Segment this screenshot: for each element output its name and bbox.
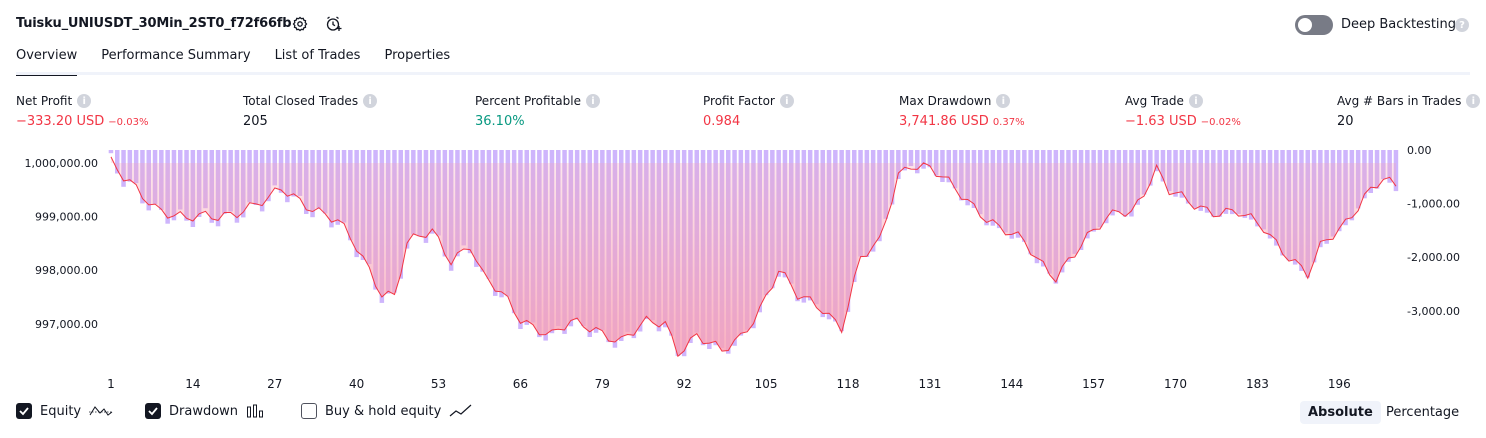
- drawdown-bar: [927, 150, 933, 168]
- add-alert-icon[interactable]: [325, 15, 343, 33]
- left-axis-tick: 1,000,000.00: [25, 157, 98, 170]
- buyhold-checkbox[interactable]: [301, 403, 317, 419]
- metric-value: 205: [243, 114, 268, 129]
- metric-label: Net Profit: [16, 94, 73, 108]
- tab-performance-summary[interactable]: Performance Summary: [101, 48, 251, 63]
- drawdown-bar: [115, 150, 120, 174]
- drawdown-bar: [902, 150, 907, 171]
- metric-profit-factor: Profit Factor i 0.984: [703, 94, 794, 129]
- info-icon[interactable]: i: [585, 94, 600, 108]
- right-axis-tick: -3,000.00: [1407, 305, 1460, 318]
- drawdown-bar: [108, 150, 114, 154]
- deep-backtesting-label: Deep Backtesting: [1341, 17, 1457, 32]
- right-axis-tick: -2,000.00: [1407, 251, 1460, 264]
- tab-bar: Overview Performance Summary List of Tra…: [16, 48, 450, 76]
- info-icon[interactable]: i: [1466, 94, 1481, 108]
- x-axis-tick: 170: [1164, 377, 1187, 391]
- legend-buyhold-toggle[interactable]: Buy & hold equity: [301, 403, 473, 419]
- absolute-button[interactable]: Absolute: [1300, 401, 1381, 424]
- left-axis-tick: 997,000.00: [35, 318, 98, 331]
- metric-percent-profitable: Percent Profitable i 36.10%: [475, 94, 600, 129]
- x-axis-tick: 105: [755, 377, 778, 391]
- buyhold-line-icon: [449, 404, 472, 417]
- tab-list-of-trades[interactable]: List of Trades: [274, 48, 361, 63]
- metric-value: 0.984: [703, 114, 741, 129]
- x-axis-tick: 1: [107, 377, 115, 391]
- x-axis-tick: 14: [185, 377, 200, 391]
- metric-value: 20: [1337, 114, 1354, 129]
- metric-label: Total Closed Trades: [243, 94, 359, 108]
- metric-label: Avg Trade: [1125, 94, 1184, 108]
- drawdown-checkbox[interactable]: [145, 403, 161, 419]
- equity-label: Equity: [40, 403, 82, 419]
- drawdown-bar: [1154, 150, 1159, 172]
- metric-value: 3,741.86 USD: [899, 114, 989, 129]
- x-axis-tick: 144: [1000, 377, 1023, 391]
- metric-total-closed-trades: Total Closed Trades i 205: [243, 94, 378, 129]
- x-axis-tick: 157: [1082, 377, 1105, 391]
- x-axis-tick: 131: [918, 377, 941, 391]
- tab-divider: [16, 72, 1470, 75]
- metric-percent: 0.37%: [992, 117, 1025, 128]
- metric-max-drawdown: Max Drawdown i 3,741.86 USD 0.37%: [899, 94, 1025, 129]
- metric-label: Max Drawdown: [899, 94, 992, 108]
- x-axis-tick: 66: [513, 377, 528, 391]
- right-axis-tick: 0.00: [1407, 144, 1432, 157]
- metric-label: Profit Factor: [703, 94, 775, 108]
- tab-properties[interactable]: Properties: [384, 48, 451, 63]
- metric-value: −333.20 USD: [16, 114, 105, 129]
- info-icon[interactable]: i: [996, 94, 1011, 108]
- left-axis-tick: 998,000.00: [35, 264, 98, 277]
- metric-percent: −0.02%: [1200, 117, 1241, 128]
- equity-area: [111, 156, 1396, 357]
- x-axis-tick: 92: [677, 377, 692, 391]
- metric-label: Avg # Bars in Trades: [1337, 94, 1462, 108]
- metric-avg-trade: Avg Trade i −1.63 USD −0.02%: [1125, 94, 1241, 129]
- toggle-knob: [1298, 18, 1312, 32]
- x-axis-tick: 53: [431, 377, 446, 391]
- legend-drawdown-toggle[interactable]: Drawdown: [145, 403, 266, 419]
- info-icon[interactable]: i: [779, 94, 794, 108]
- drawdown-bar: [915, 150, 920, 174]
- x-axis-tick: 196: [1328, 377, 1351, 391]
- drawdown-label: Drawdown: [169, 403, 239, 419]
- info-icon[interactable]: i: [77, 94, 92, 108]
- equity-line: [110, 156, 1397, 358]
- metric-percent: −0.03%: [108, 117, 149, 128]
- equity-chart: 1,000,000.00 999,000.00 998,000.00 997,000.…: [25, 144, 1460, 391]
- buyhold-label: Buy & hold equity: [325, 403, 442, 419]
- legend-equity-toggle[interactable]: Equity: [16, 403, 114, 419]
- x-axis-tick: 27: [267, 377, 282, 391]
- strategy-title: Tuisku_UNIUSDT_30Min_2ST0_f72f66fb: [16, 16, 292, 31]
- drawdown-bars-icon: [247, 404, 264, 418]
- help-icon[interactable]: ?: [1455, 18, 1469, 32]
- drawdown-bar: [933, 150, 939, 176]
- metric-value: −1.63 USD: [1125, 114, 1197, 129]
- x-axis-tick: 118: [837, 377, 860, 391]
- x-axis-tick: 79: [595, 377, 610, 391]
- metric-avg-bars: Avg # Bars in Trades i 20: [1337, 94, 1481, 129]
- metric-net-profit: Net Profit i −333.20 USD −0.03%: [16, 94, 148, 129]
- info-icon[interactable]: i: [363, 94, 378, 108]
- right-axis-tick: -1,000.00: [1407, 198, 1460, 211]
- equity-line-icon: [89, 406, 114, 416]
- equity-checkbox[interactable]: [16, 403, 32, 419]
- x-axis-tick: 40: [349, 377, 364, 391]
- drawdown-bar: [908, 150, 914, 167]
- x-axis-tick: 183: [1246, 377, 1269, 391]
- drawdown-bar: [921, 150, 926, 169]
- deep-backtesting-toggle[interactable]: [1295, 15, 1333, 35]
- metric-label: Percent Profitable: [475, 94, 581, 108]
- info-icon[interactable]: i: [1188, 94, 1203, 108]
- percentage-button[interactable]: Percentage: [1386, 405, 1460, 420]
- settings-icon[interactable]: [291, 15, 309, 33]
- left-axis-tick: 999,000.00: [35, 211, 98, 224]
- metric-value: 36.10%: [475, 114, 525, 129]
